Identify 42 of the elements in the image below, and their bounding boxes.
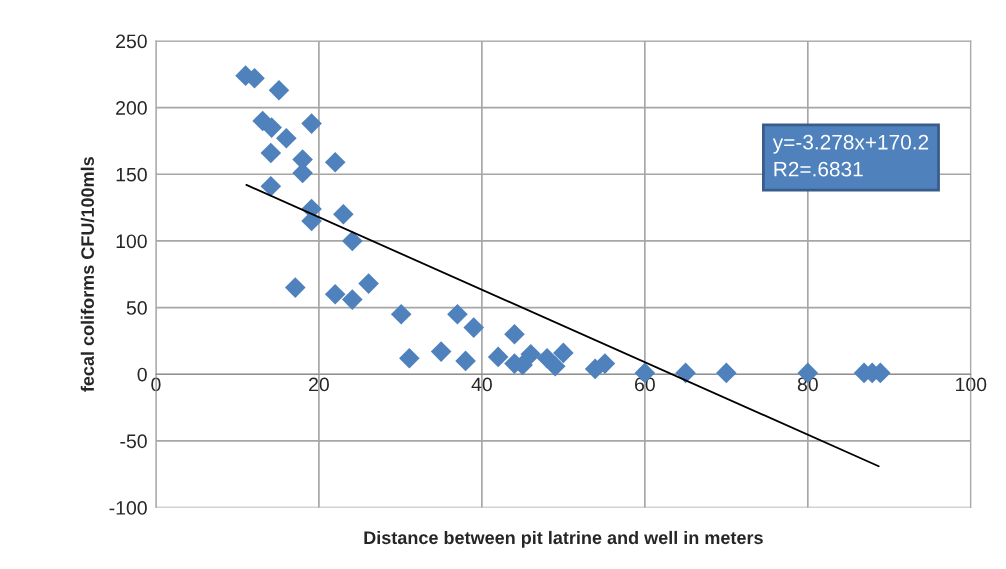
point bbox=[301, 113, 322, 134]
point bbox=[594, 353, 616, 374]
x-axis-title: Distance between pit latrine and well in meters bbox=[364, 530, 763, 548]
point bbox=[430, 341, 452, 362]
y-axis-title: fecal coliforms CFU/100mls bbox=[80, 157, 95, 392]
point bbox=[333, 203, 354, 225]
y-tick-label: 100 bbox=[116, 234, 147, 249]
y-tick-label: 50 bbox=[126, 301, 147, 315]
point bbox=[324, 151, 346, 173]
point bbox=[447, 303, 468, 325]
annotation: y=-3.278x+170.2 bbox=[772, 134, 929, 154]
y-tick-label: -100 bbox=[109, 501, 147, 515]
point bbox=[487, 346, 509, 368]
point bbox=[260, 175, 282, 197]
point bbox=[342, 230, 363, 252]
point bbox=[260, 142, 282, 164]
point bbox=[716, 362, 737, 384]
point bbox=[399, 347, 420, 369]
point bbox=[342, 289, 363, 310]
y-tick-label: -50 bbox=[120, 434, 147, 449]
point bbox=[553, 342, 574, 364]
point bbox=[544, 355, 566, 377]
y-tick-label: 250 bbox=[116, 34, 147, 49]
point bbox=[324, 283, 346, 305]
y-tick-label: 200 bbox=[116, 101, 147, 115]
point bbox=[276, 127, 297, 149]
x-tick-label: 40 bbox=[471, 377, 492, 392]
x-tick-label: 100 bbox=[956, 377, 987, 392]
point bbox=[261, 117, 282, 138]
x-tick-label: 0 bbox=[151, 377, 161, 392]
annotation: R2=.6831 bbox=[774, 161, 863, 177]
point bbox=[358, 273, 379, 294]
point bbox=[520, 343, 542, 365]
point bbox=[455, 350, 476, 372]
y-tick-label: 0 bbox=[137, 367, 147, 382]
point bbox=[284, 277, 306, 298]
x-tick-label: 20 bbox=[309, 377, 329, 392]
point bbox=[390, 303, 412, 325]
point bbox=[463, 317, 485, 338]
point bbox=[504, 323, 525, 345]
point bbox=[268, 79, 290, 101]
y-tick-label: 150 bbox=[116, 167, 147, 182]
